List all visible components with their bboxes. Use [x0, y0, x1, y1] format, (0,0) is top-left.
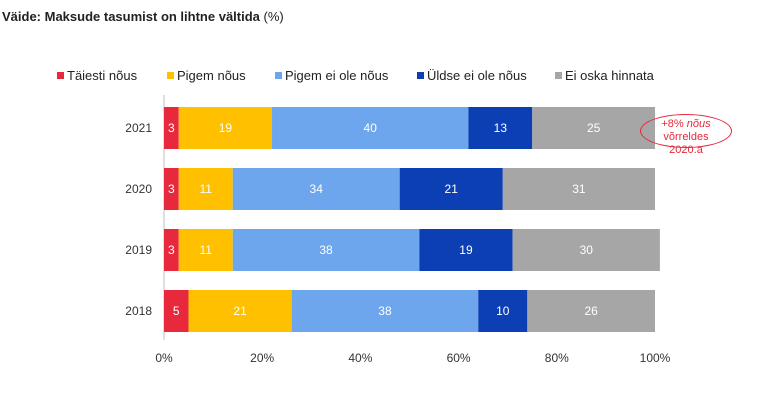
bar-segment [291, 290, 479, 332]
category-label: 2018 [125, 304, 152, 318]
bar-segment [527, 290, 655, 332]
chart-title: Väide: Maksude tasumist on lihtne vältid… [2, 9, 284, 24]
legend-swatch [167, 72, 174, 79]
bar-segment [532, 107, 655, 149]
bar-segment [178, 229, 233, 271]
x-tick-label: 60% [447, 351, 471, 365]
legend-label: Üldse ei ole nõus [427, 68, 527, 83]
data-label: 40 [364, 121, 378, 135]
category-label: 2021 [125, 121, 152, 135]
x-tick-label: 0% [155, 351, 173, 365]
comparison-annotation: +8% nõus võrreldes 2020.a [640, 114, 732, 156]
data-label: 38 [378, 304, 392, 318]
x-tick-label: 80% [545, 351, 569, 365]
bar-segment [178, 107, 273, 149]
bar-segment [164, 229, 179, 271]
x-tick-label: 20% [250, 351, 274, 365]
legend-label: Pigem nõus [177, 68, 246, 83]
x-tick-label: 40% [348, 351, 372, 365]
data-label: 13 [494, 121, 508, 135]
bar-segment [272, 107, 469, 149]
bar-segment [164, 168, 179, 210]
data-label: 26 [584, 304, 598, 318]
annotation-prefix: +8% [661, 118, 687, 130]
bar-segment [232, 168, 400, 210]
bar-segment [188, 290, 292, 332]
legend-swatch [57, 72, 64, 79]
bar-segment [164, 290, 189, 332]
category-label: 2019 [125, 243, 152, 257]
legend-swatch [417, 72, 424, 79]
chart-title-text: Väide: Maksude tasumist on lihtne vältid… [2, 9, 260, 24]
data-label: 11 [200, 243, 213, 257]
legend-label: Ei oska hinnata [565, 68, 655, 83]
data-label: 21 [445, 182, 459, 196]
data-label: 25 [587, 121, 601, 135]
data-label: 21 [233, 304, 247, 318]
bar-segment [232, 229, 420, 271]
data-label: 3 [168, 243, 175, 257]
bar-segment [178, 168, 233, 210]
data-label: 30 [580, 243, 594, 257]
bar-segment [399, 168, 503, 210]
bar-segment [502, 168, 655, 210]
data-label: 3 [168, 182, 175, 196]
data-label: 34 [310, 182, 324, 196]
data-label: 19 [219, 121, 233, 135]
annotation-line2: 2020.a [669, 144, 703, 156]
data-label: 3 [168, 121, 175, 135]
data-label: 5 [173, 304, 180, 318]
legend-swatch [275, 72, 282, 79]
bar-segment [478, 290, 528, 332]
chart-title-unit: (%) [259, 9, 284, 24]
bar-segment [164, 107, 179, 149]
x-tick-label: 100% [640, 351, 671, 365]
legend-label: Pigem ei ole nõus [285, 68, 389, 83]
bar-segment [512, 229, 660, 271]
data-label: 31 [572, 182, 586, 196]
category-label: 2020 [125, 182, 152, 196]
data-label: 10 [496, 304, 510, 318]
data-label: 19 [459, 243, 473, 257]
legend-label: Täiesti nõus [67, 68, 138, 83]
data-label: 11 [200, 182, 213, 196]
data-label: 38 [319, 243, 333, 257]
legend-swatch [555, 72, 562, 79]
annotation-suffix: võrreldes [663, 131, 709, 143]
annotation-italic: nõus [686, 118, 711, 130]
bar-segment [419, 229, 513, 271]
bar-segment [468, 107, 533, 149]
